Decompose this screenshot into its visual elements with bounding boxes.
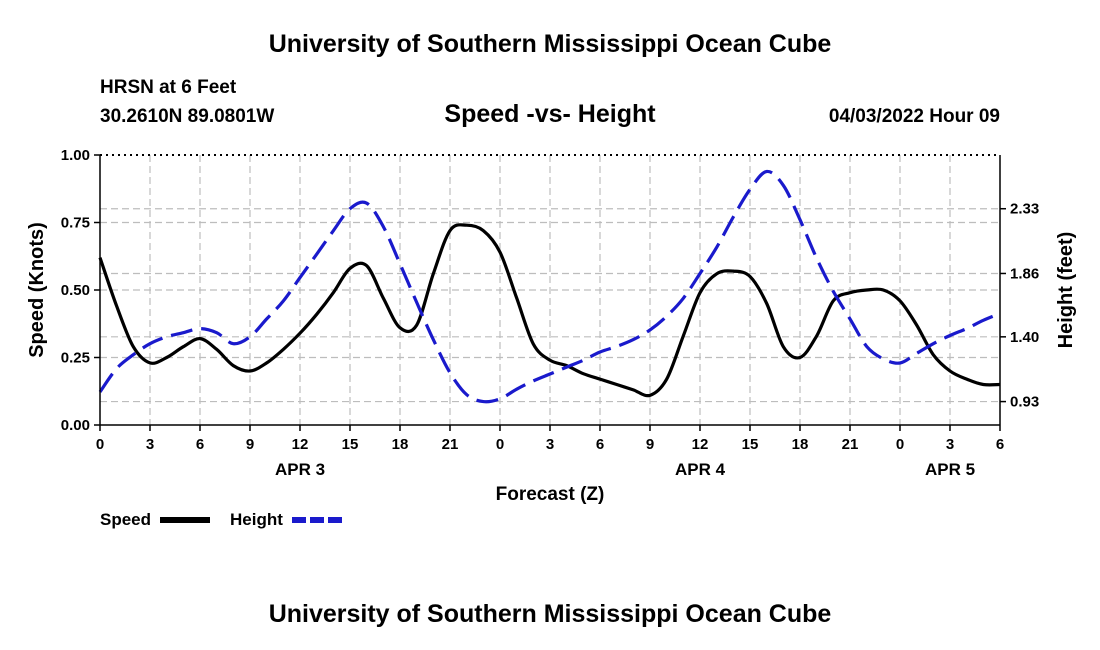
speed-series-line [98,223,1001,398]
x-tick-label: 3 [946,436,954,453]
datetime-label: 04/03/2022 Hour 09 [828,106,1000,127]
grid-lines [100,155,1000,425]
x-tick-label: 0 [96,436,104,453]
right-tick-label: 1.86 [1010,265,1039,282]
left-tick-label: 0.50 [61,282,90,299]
speed-height-chart: 0 3 6 9 12 15 18 21 0 3 6 9 12 15 18 21 0 3 6 APR 3 APR 4 APR… [26,147,1077,529]
x-tick-label: 12 [692,436,709,453]
left-tick-label: 1.00 [61,147,90,164]
height-series-line [98,169,1001,404]
legend-label-speed: Speed [100,510,151,529]
x-tick-label: 0 [896,436,904,453]
legend-label-height: Height [230,510,283,529]
x-tick-label: 15 [342,436,359,453]
left-tick-label: 0.00 [61,417,90,434]
legend: Speed Height [100,510,342,529]
x-axis-label: Forecast (Z) [496,484,605,505]
x-tick-label: 21 [842,436,859,453]
x-tick-label: 6 [196,436,204,453]
left-tick-label: 0.75 [61,215,90,232]
x-tick-label: 21 [442,436,459,453]
x-tick-label: 18 [792,436,809,453]
left-axis-label: Speed (Knots) [26,222,48,358]
right-axis-label: Height (feet) [1055,232,1077,349]
date-label: APR 3 [275,460,325,479]
x-tick-label: 3 [146,436,154,453]
station-label: HRSN at 6 Feet [100,77,237,98]
bottom-title: University of Southern Mississippi Ocean… [268,600,832,628]
x-tick-label: 6 [996,436,1004,453]
series-lines [98,169,1001,404]
axes: 0 3 6 9 12 15 18 21 0 3 6 9 12 15 18 21 0 3 6 APR 3 APR 4 APR… [61,147,1039,479]
x-tick-label: 9 [246,436,254,453]
top-title: University of Southern Mississippi Ocean… [268,30,832,58]
x-tick-label: 18 [392,436,409,453]
x-tick-label: 6 [596,436,604,453]
x-tick-label: 9 [646,436,654,453]
x-tick-label: 3 [546,436,554,453]
x-tick-label: 0 [496,436,504,453]
x-tick-label: 15 [742,436,759,453]
right-tick-label: 1.40 [1010,329,1039,346]
chart-title: Speed -vs- Height [444,100,656,128]
coordinates-label: 30.2610N 89.0801W [100,106,275,127]
date-label: APR 5 [925,460,975,479]
right-tick-label: 0.93 [1010,394,1039,411]
left-tick-label: 0.25 [61,350,90,367]
date-label: APR 4 [675,460,726,479]
right-tick-label: 2.33 [1010,201,1039,218]
x-tick-label: 12 [292,436,309,453]
